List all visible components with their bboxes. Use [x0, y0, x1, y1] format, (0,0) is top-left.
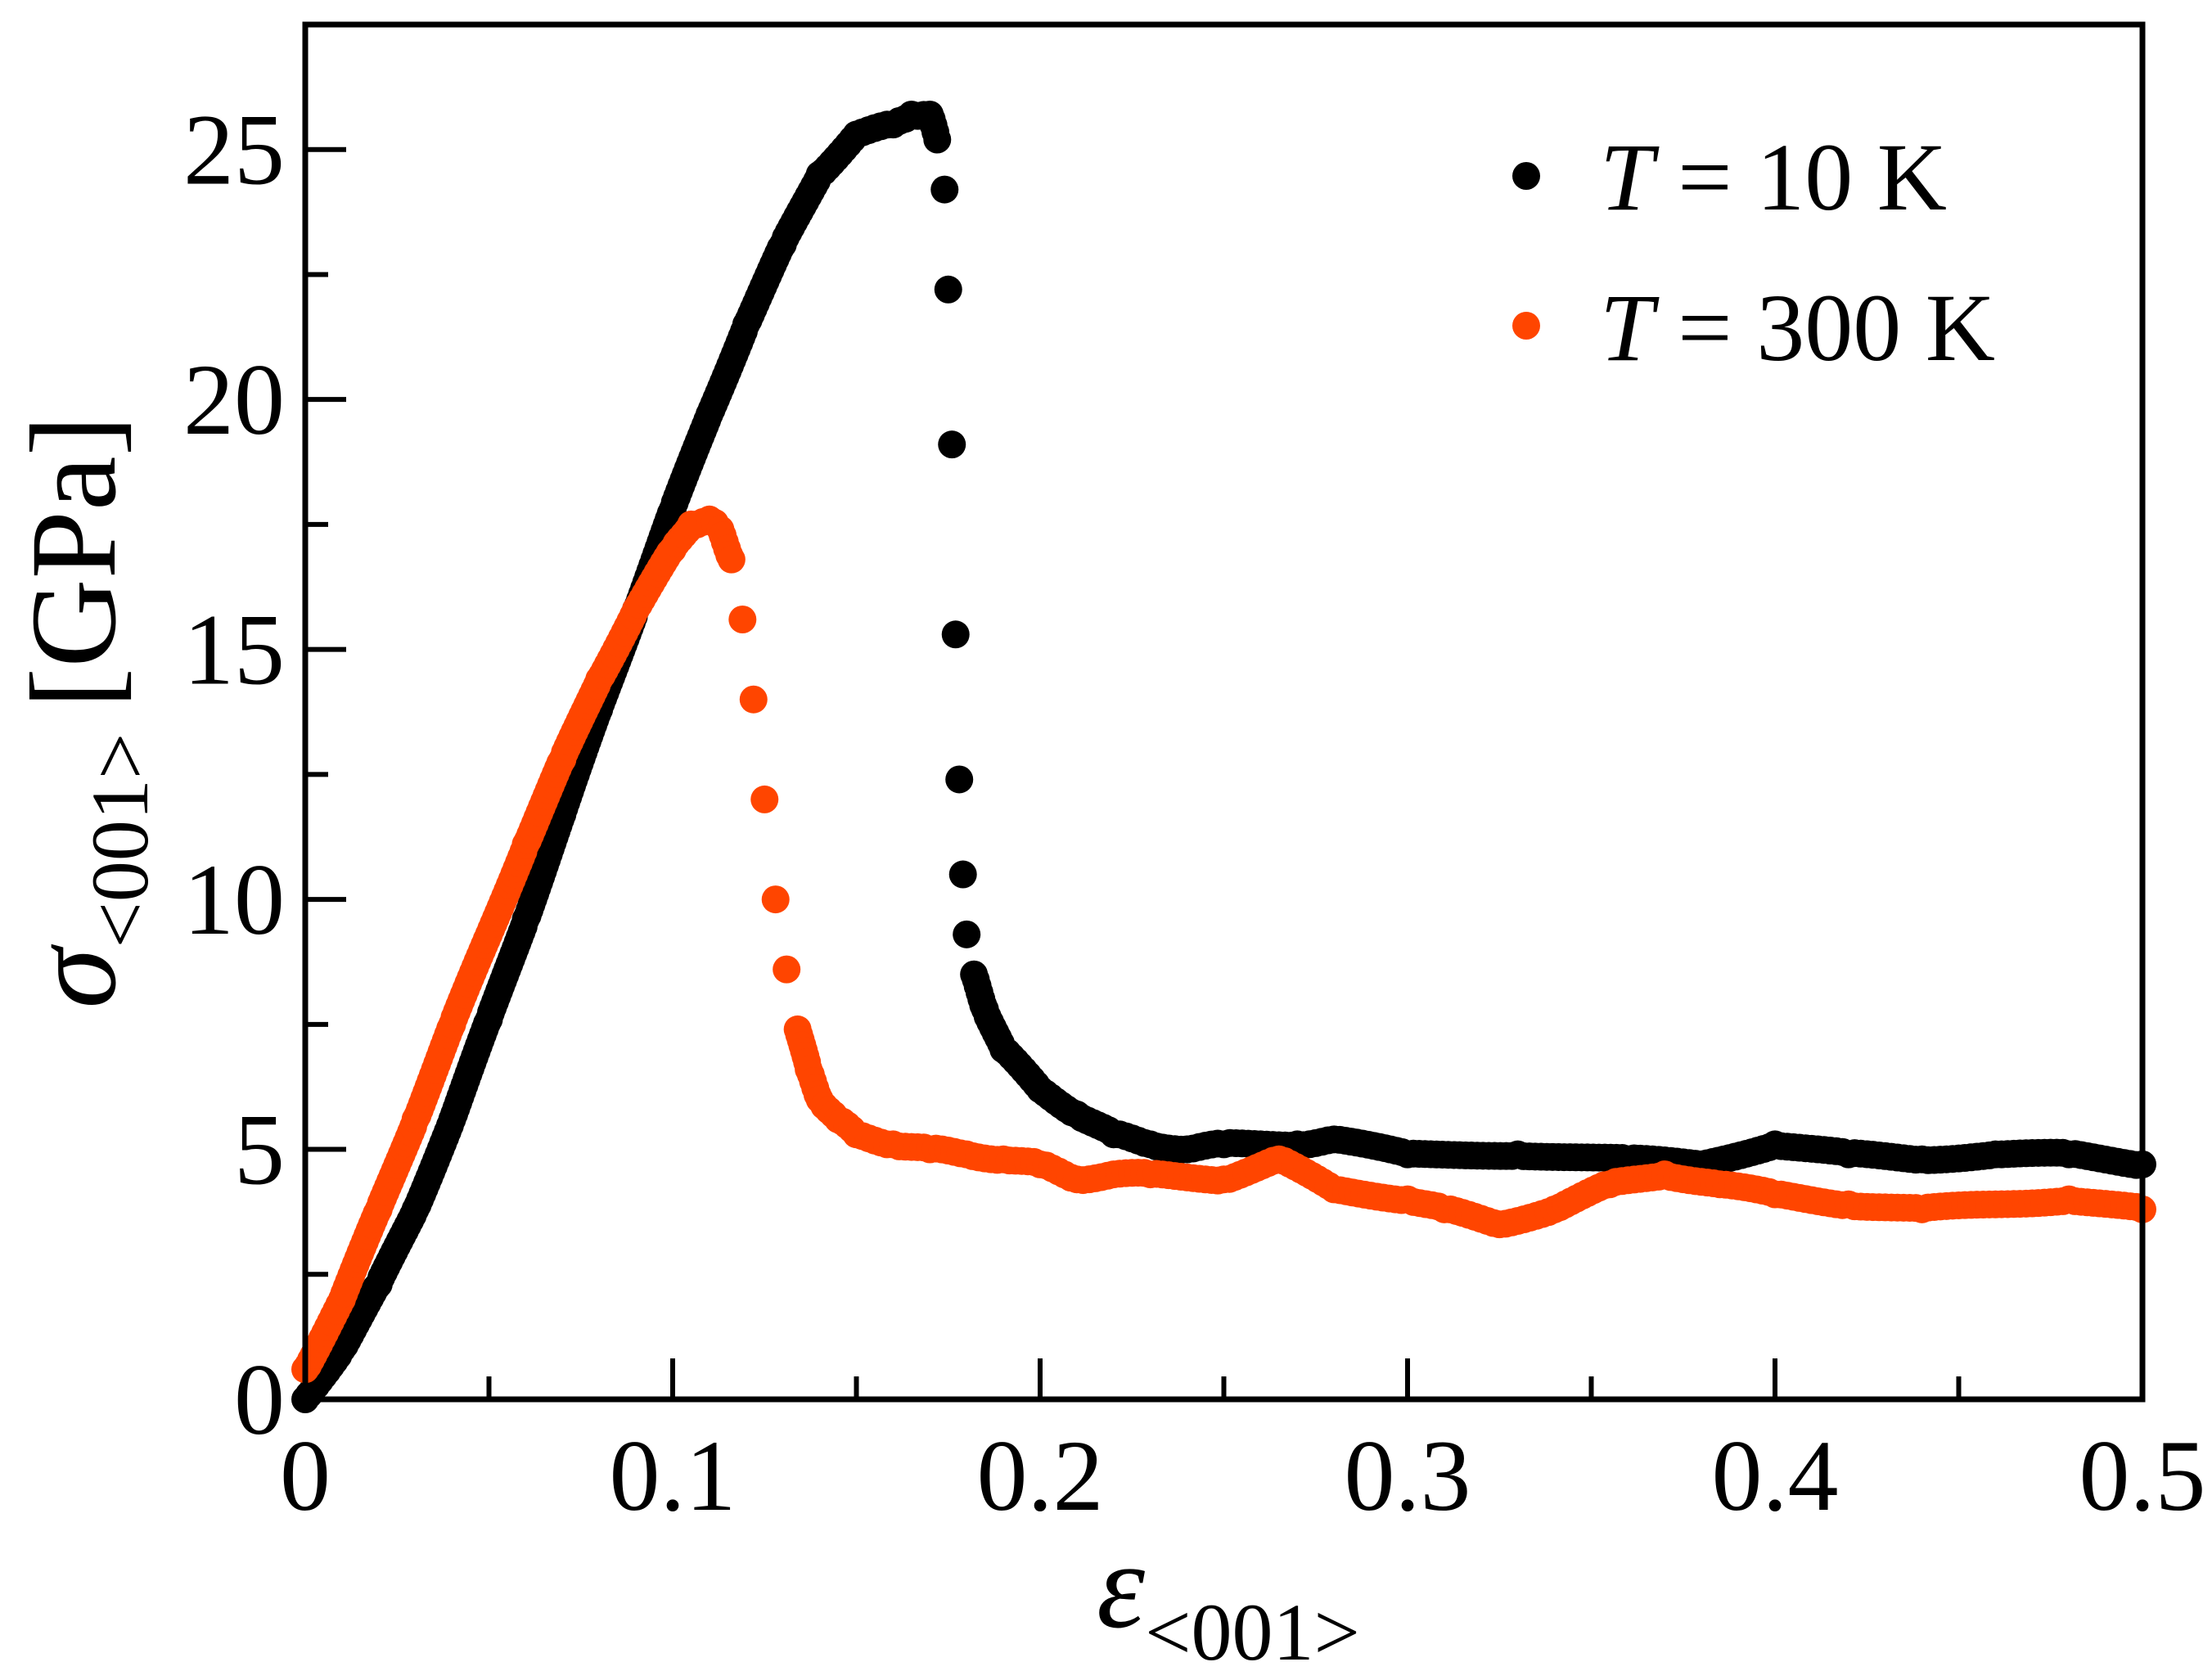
y-axis-symbol: σ — [6, 944, 142, 1009]
data-point — [941, 620, 970, 649]
x-tick-label: 0.1 — [610, 1420, 737, 1532]
y-tick-label: 25 — [183, 94, 285, 206]
y-tick-label: 20 — [183, 344, 285, 456]
legend-label-10k: T = 10 K — [1600, 124, 1947, 231]
x-tick-label: 0.5 — [2079, 1420, 2206, 1532]
legend: T = 10 K T = 300 K — [1512, 124, 1995, 381]
legend-label-300k: T = 300 K — [1600, 274, 1995, 381]
data-point — [923, 125, 952, 154]
series-300k — [291, 505, 2156, 1384]
data-point — [773, 955, 801, 984]
x-axis-symbol: ε — [1097, 1518, 1145, 1654]
y-axis-subscript: <001> — [74, 733, 165, 948]
data-point — [945, 765, 974, 794]
plot-frame — [302, 21, 2146, 1403]
data-point — [938, 430, 966, 459]
x-tick-label: 0 — [280, 1420, 331, 1532]
legend-symbol-10k: T — [1600, 124, 1660, 231]
y-axis-title: σ<001> [GPa] — [6, 415, 165, 1008]
data-point — [761, 885, 790, 914]
x-tick-label: 0.2 — [977, 1420, 1104, 1532]
legend-rest-10k: = 10 K — [1654, 124, 1947, 231]
data-point — [750, 785, 779, 813]
data-layer — [291, 100, 2156, 1413]
x-axis-subscript: <001> — [1145, 1587, 1360, 1676]
y-tick-label: 5 — [234, 1094, 285, 1206]
x-tick-label: 0.3 — [1345, 1420, 1471, 1532]
data-point — [739, 685, 768, 714]
x-axis-title: ε<001> — [1097, 1518, 1360, 1676]
data-point — [930, 175, 959, 204]
data-point — [934, 275, 962, 304]
y-axis-unit: [GPa] — [6, 415, 142, 708]
legend-marker-300k — [1512, 312, 1540, 340]
legend-symbol-300k: T — [1600, 274, 1660, 381]
data-point — [717, 545, 746, 574]
data-point — [948, 860, 977, 889]
y-tick-label: 15 — [183, 594, 285, 706]
data-point — [953, 920, 981, 948]
data-point — [728, 605, 757, 633]
y-tick-label: 10 — [183, 844, 285, 956]
y-tick-label: 0 — [234, 1344, 285, 1456]
legend-rest-300k: = 300 K — [1654, 274, 1995, 381]
legend-marker-10k — [1512, 162, 1540, 190]
x-tick-label: 0.4 — [1712, 1420, 1839, 1532]
labels-layer: 0 0.1 0.2 0.3 0.4 0.5 0 5 10 15 20 25 — [183, 94, 2206, 1532]
